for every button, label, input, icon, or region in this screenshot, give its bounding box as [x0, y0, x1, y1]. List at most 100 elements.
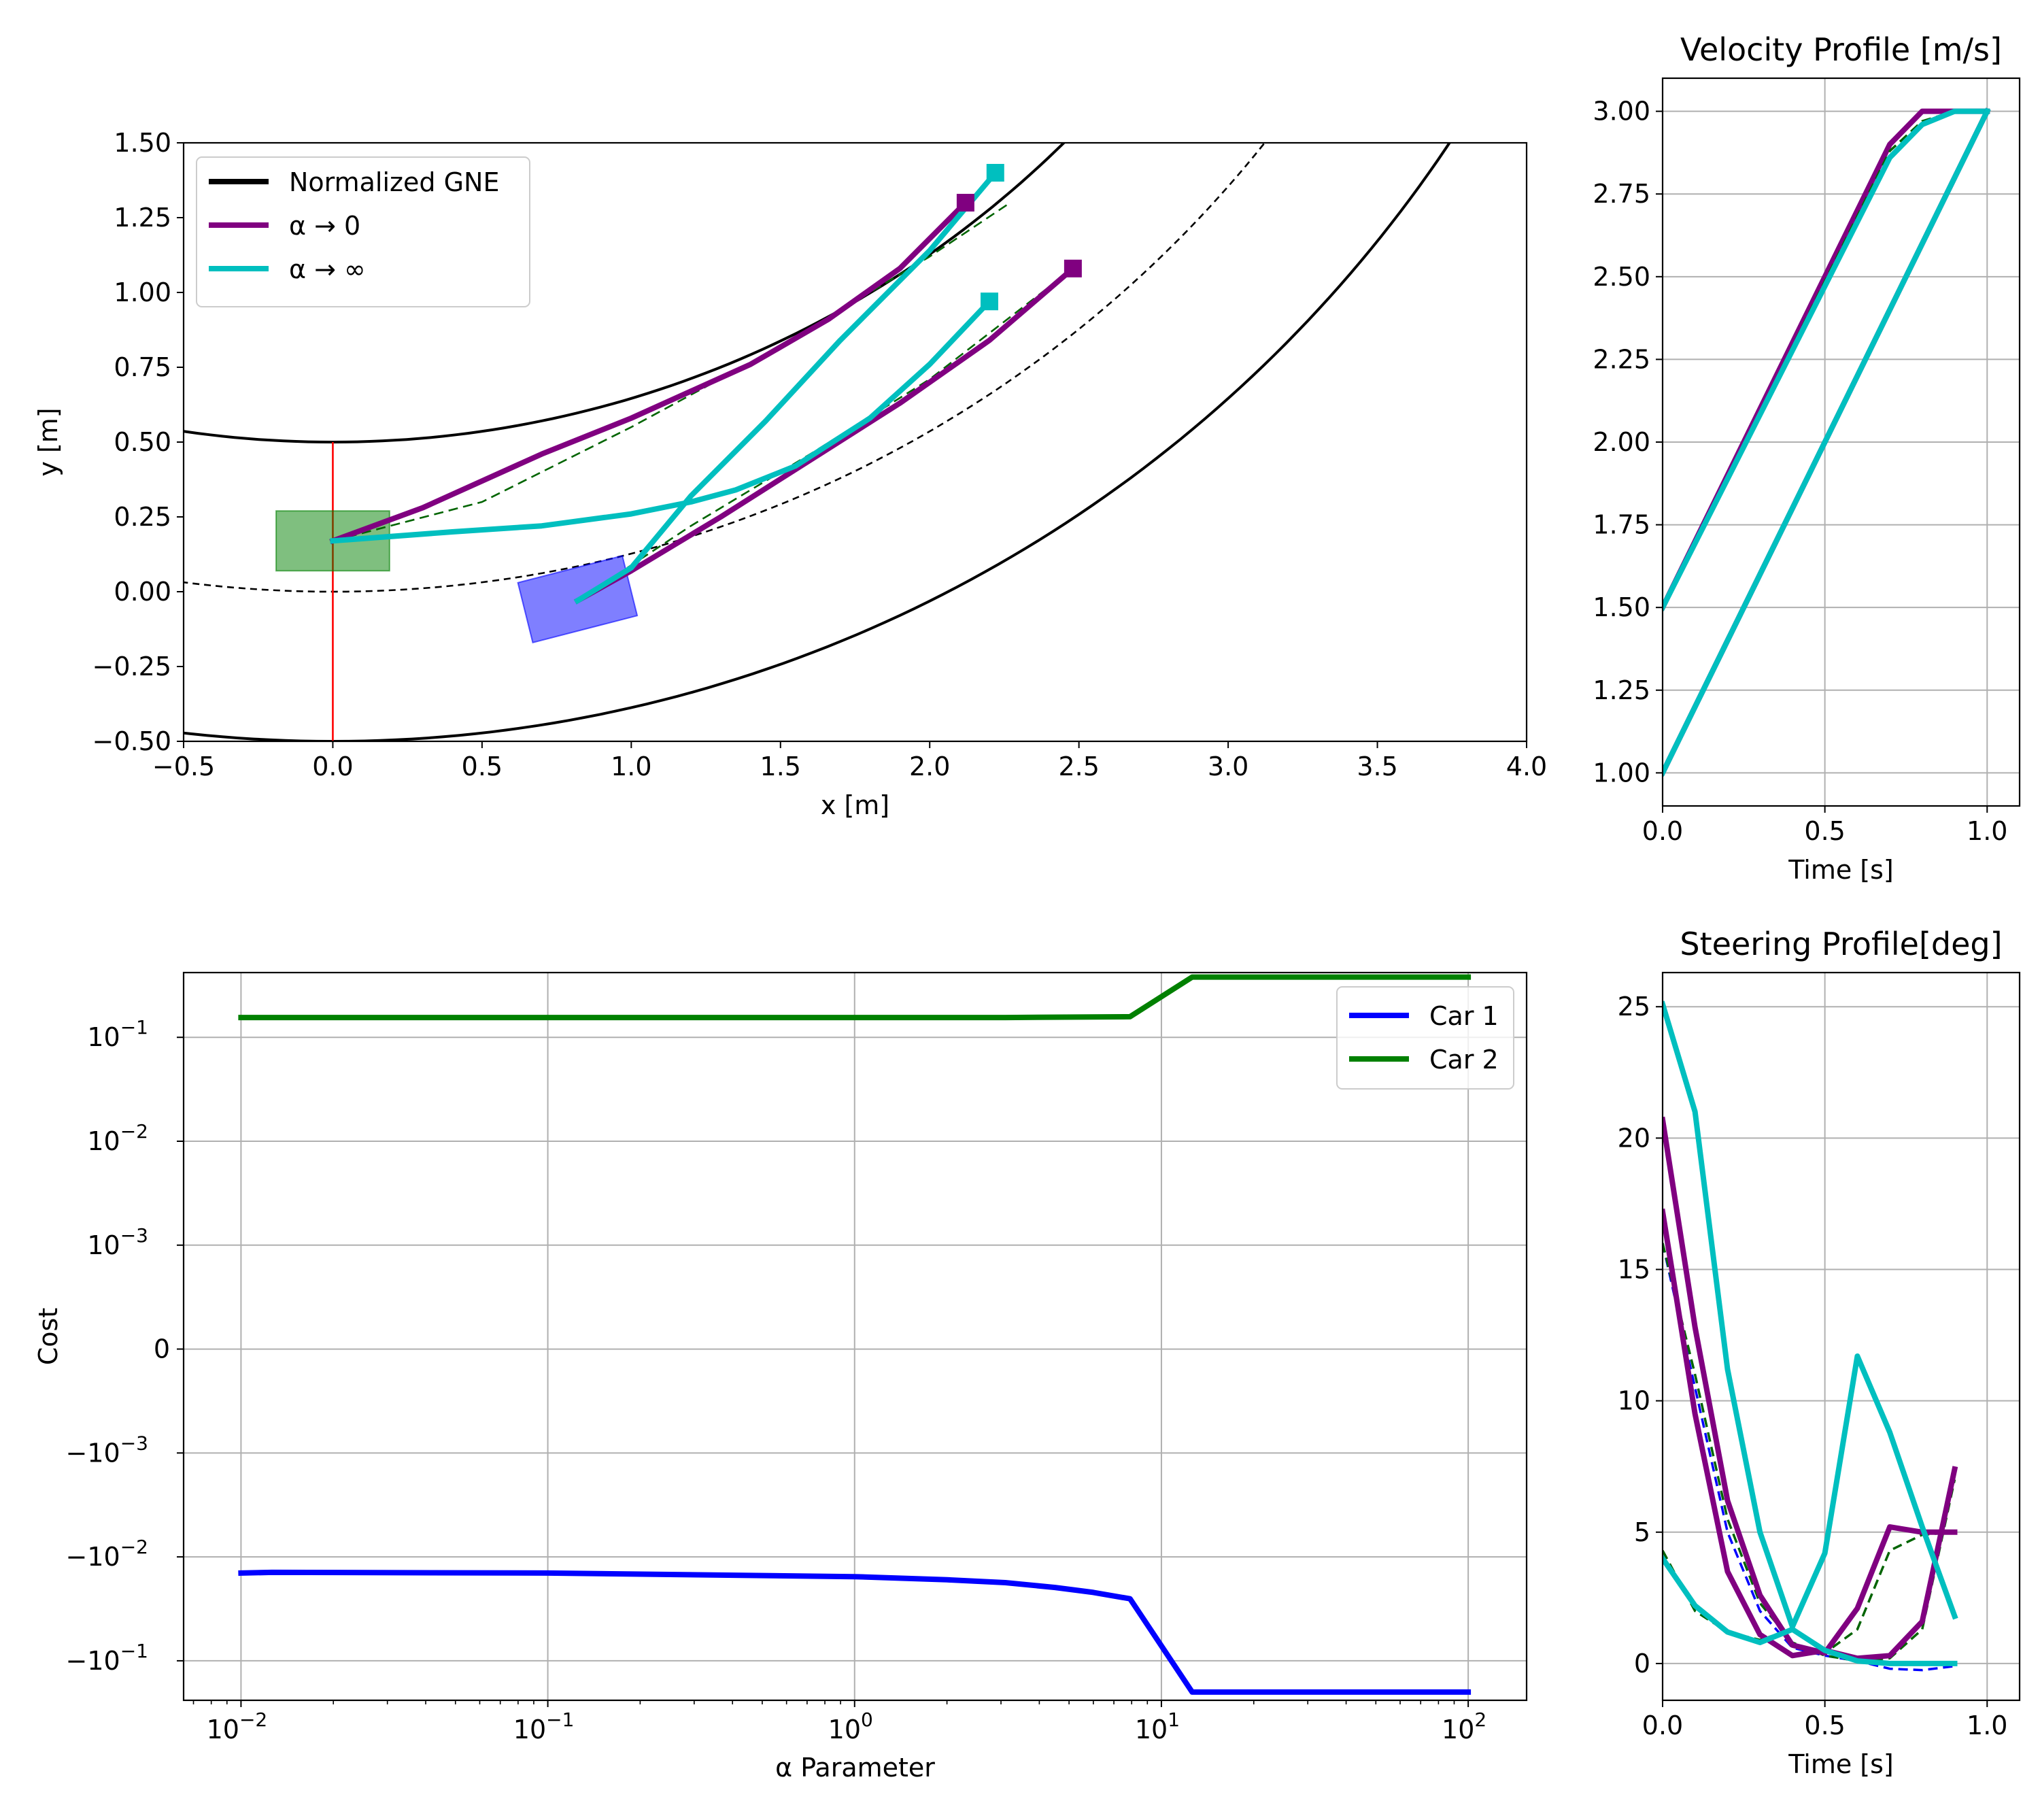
y-tick-label: 10−3	[87, 1224, 148, 1260]
x-tick-label: 3.5	[1357, 752, 1397, 781]
steering-frame	[1661, 971, 2021, 1702]
y-tick-label-exp: −1	[120, 1016, 148, 1039]
y-tick-label: 15	[1618, 1254, 1650, 1284]
x-tick-label: −0.5	[152, 752, 215, 781]
steering-plot-area	[1663, 1000, 1958, 1672]
alpha-inf-end-2	[981, 292, 998, 311]
y-tick-label: 1.75	[1593, 510, 1650, 540]
x-tick-label-exp: −2	[239, 1708, 267, 1731]
x-axis-label: x [m]	[821, 790, 889, 820]
x-axis-label: Time [s]	[1788, 1749, 1894, 1779]
x-axis-label: Time [s]	[1788, 855, 1894, 885]
y-tick-label-base: 10	[87, 1022, 120, 1052]
cost-plot: 10−2 10−1 100 101 10210−110−210−30−10−3−10−2…	[33, 971, 1528, 1783]
x-tick-label: 2.0	[909, 752, 950, 781]
legend-label: α → ∞	[289, 254, 366, 284]
y-tick-label: 2.25	[1593, 344, 1650, 374]
x-tick-label: 0.5	[1804, 1711, 1845, 1740]
y-tick-label: 2.50	[1593, 262, 1650, 292]
velocity-profile-plot: 0.0 0.5 1.0 1.00 1.25 1.50 1.75 2.00 2.25 2.50 2.7…	[1593, 31, 2021, 885]
x-tick-label: 0.5	[462, 752, 503, 781]
x-tick-label-base: 10	[513, 1715, 546, 1745]
x-tick-label: 2.5	[1058, 752, 1099, 781]
y-tick-label: 0	[154, 1334, 170, 1364]
trajectory-legend: Normalized GNE α → 0 α → ∞	[196, 156, 530, 307]
y-tick-label-base: −10	[66, 1542, 120, 1572]
legend-label: α → 0	[289, 211, 360, 241]
y-tick-label: −10−1	[66, 1640, 148, 1676]
trajectory-plot-area	[184, 143, 1452, 741]
x-tick-label: 0.0	[312, 752, 353, 781]
y-tick-label-exp: −2	[120, 1536, 148, 1558]
steering-profile-plot: 0.0 0.5 1.0 0 5 10 15 20 25 Time [s] Steering Prof…	[1618, 926, 2021, 1779]
y-tick-label: 0.75	[114, 352, 171, 382]
x-tick-label-base: 10	[1135, 1715, 1168, 1745]
chart-title: Velocity Profile [m/s]	[1680, 31, 2002, 68]
x-axis-label: α Parameter	[775, 1753, 935, 1783]
y-tick-label: −10−2	[66, 1536, 148, 1572]
y-tick-label: 1.50	[1593, 592, 1650, 622]
steer-cyan-b	[1663, 1554, 1958, 1666]
y-tick-label: 2.75	[1593, 179, 1650, 209]
cost-legend: Car 1 Car 2	[1336, 986, 1514, 1090]
x-tick-label: 0.5	[1804, 816, 1845, 846]
y-tick-label: 0.00	[114, 577, 171, 607]
y-tick-label-exp: −1	[120, 1640, 148, 1662]
y-tick-label-base: 10	[87, 1230, 120, 1260]
x-tick-label: 102	[1442, 1708, 1486, 1745]
velocity-plot-area	[1663, 107, 1991, 777]
alpha-zero-end-2	[1064, 259, 1082, 277]
y-tick-label-exp: −3	[120, 1432, 148, 1454]
y-tick-label: 1.50	[114, 128, 171, 158]
y-tick-label-base: 10	[87, 1126, 120, 1156]
alpha-inf-car1	[330, 297, 993, 544]
x-tick-label-base: 10	[1442, 1715, 1474, 1745]
y-tick-label: 10−2	[87, 1120, 148, 1156]
y-tick-label: 1.25	[1593, 675, 1650, 705]
x-tick-label-base: 10	[828, 1715, 861, 1745]
x-tick-label: 3.0	[1208, 752, 1248, 781]
y-tick-label-base: −10	[66, 1646, 120, 1676]
y-tick-label: 5	[1634, 1517, 1650, 1547]
cost-plot-area	[238, 974, 1472, 1695]
y-tick-label: 3.00	[1593, 97, 1650, 127]
alpha-zero-end-1	[956, 194, 974, 212]
alpha-inf-car2	[573, 169, 1000, 605]
x-tick-label: 10−2	[207, 1708, 268, 1745]
steer-purple-b	[1663, 1208, 1958, 1662]
x-tick-label: 1.5	[760, 752, 801, 781]
trajectory-plot: −0.5 0.0 0.5 1.0 1.5 2.0 2.5 3.0 3.5 4.0 −0.50 −0.2…	[33, 128, 1547, 820]
y-tick-label-base: −10	[66, 1438, 120, 1468]
y-tick-label: 1.00	[1593, 758, 1650, 788]
vel-cyan-a	[1663, 108, 1990, 611]
x-tick-label: 100	[828, 1708, 873, 1745]
steer-cyan-a	[1663, 1000, 1958, 1630]
x-tick-label-exp: −1	[546, 1708, 574, 1731]
y-tick-label: −0.25	[92, 652, 171, 681]
x-tick-label-exp: 2	[1474, 1708, 1486, 1731]
x-tick-label-base: 10	[207, 1715, 239, 1745]
y-axis-label: y [m]	[33, 407, 63, 476]
x-tick-label-exp: 0	[861, 1708, 873, 1731]
x-tick-label: 0.0	[1642, 816, 1683, 846]
legend-box	[1336, 986, 1514, 1090]
y-tick-label-exp: −3	[120, 1224, 148, 1247]
y-tick-label: −0.50	[92, 726, 171, 756]
road-outer-boundary	[184, 143, 1452, 741]
y-tick-label: 0	[1634, 1649, 1650, 1679]
y-tick-label: 0.50	[114, 427, 171, 457]
legend-box	[196, 156, 530, 307]
vel-cyan-b	[1663, 107, 1991, 777]
y-tick-label: 1.25	[114, 203, 171, 233]
car-2-line	[238, 974, 1472, 1021]
steer-blue-dashed	[1663, 1243, 1955, 1672]
legend-label: Car 1	[1429, 1001, 1499, 1031]
car-1-line	[238, 1569, 1472, 1695]
steer-purple-a	[1663, 1116, 1958, 1656]
y-tick-label-base: 0	[154, 1334, 170, 1364]
chart-title: Steering Profile[deg]	[1680, 926, 2002, 962]
y-tick-label: 20	[1618, 1123, 1650, 1153]
y-tick-label: 1.00	[114, 277, 171, 307]
y-tick-label: 2.00	[1593, 427, 1650, 457]
y-tick-label: 10	[1618, 1386, 1650, 1416]
